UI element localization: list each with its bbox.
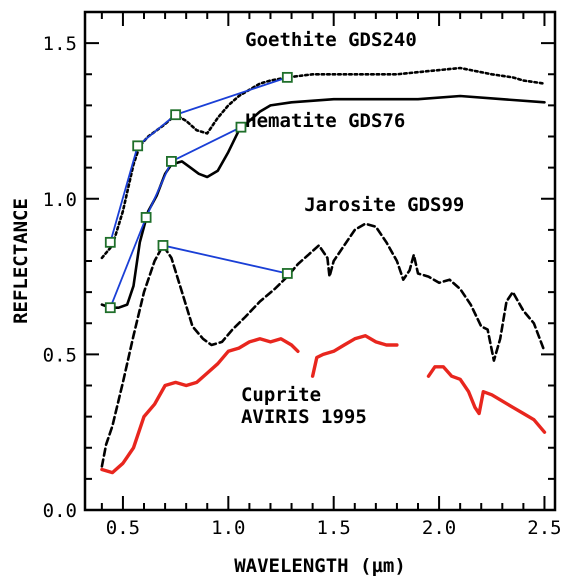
band-depth-line xyxy=(175,76,288,116)
series-line xyxy=(310,334,399,378)
y-tick-label: 0.0 xyxy=(43,500,77,522)
series-label: Hematite GDS76 xyxy=(245,110,405,132)
series-label: Goethite GDS240 xyxy=(245,29,417,51)
band-marker xyxy=(140,212,152,223)
y-tick-label: 1.0 xyxy=(43,189,77,211)
y-tick-label: 0.5 xyxy=(43,344,77,366)
series-line xyxy=(100,337,300,475)
x-tick-label: 2.5 xyxy=(527,517,561,539)
band-marker xyxy=(132,140,144,152)
x-axis-title: WAVELENGTH (µm) xyxy=(234,555,406,577)
band-depth-line xyxy=(137,114,177,147)
band-marker xyxy=(235,121,247,133)
plot-area: Goethite GDS240 Hematite GDS76 Jarosite GD… xyxy=(100,29,547,475)
band-depth-line xyxy=(145,161,173,218)
x-tick-label: 1.5 xyxy=(317,517,351,539)
band-marker xyxy=(157,240,169,251)
axes: 0.5 1.0 1.5 2.0 2.5 0.0 0.5 1.0 1.5 xyxy=(43,10,562,539)
y-axis-title: REFLECTANCE xyxy=(10,198,32,324)
band-marker xyxy=(281,71,293,83)
band-depth-line xyxy=(162,244,288,275)
band-marker xyxy=(281,268,293,279)
band-depth-line xyxy=(109,145,139,243)
x-tick-label: 0.5 xyxy=(106,517,140,539)
band-marker xyxy=(170,109,182,121)
y-tick-label: 1.5 xyxy=(43,33,77,55)
series-line xyxy=(100,222,546,468)
series-label: Jarosite GDS99 xyxy=(304,194,464,216)
series-label: AVIRIS 1995 xyxy=(241,406,367,428)
band-depth-line xyxy=(109,217,147,309)
band-marker xyxy=(166,155,177,167)
x-tick-label: 1.0 xyxy=(211,517,245,539)
band-depth-line xyxy=(171,126,242,163)
series-label: Cuprite xyxy=(241,384,321,406)
band-marker xyxy=(104,236,116,248)
x-tick-label: 2.0 xyxy=(422,517,456,539)
series-line xyxy=(100,94,546,309)
band-marker xyxy=(104,302,116,314)
series-line xyxy=(426,365,547,434)
